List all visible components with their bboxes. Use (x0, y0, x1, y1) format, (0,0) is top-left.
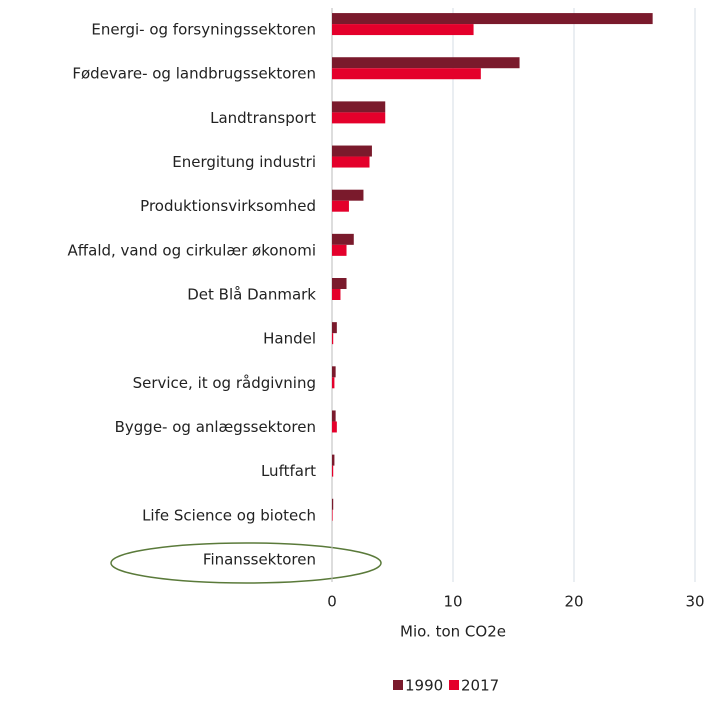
y-tick-label: Energitung industri (172, 153, 316, 171)
bar (332, 465, 334, 477)
x-tick-label: 20 (564, 593, 583, 611)
bar (332, 233, 354, 245)
x-tick-label: 0 (327, 593, 337, 611)
bar (332, 289, 341, 300)
highlight-ellipse (110, 542, 382, 584)
bar (332, 101, 386, 113)
legend-label: 2017 (461, 677, 499, 695)
x-tick-label: 10 (443, 593, 462, 611)
bar (332, 278, 347, 289)
bar (332, 509, 333, 521)
bar (332, 200, 349, 212)
legend-label: 1990 (405, 677, 443, 695)
bar (332, 421, 337, 433)
y-tick-label: Produktionsvirksomhed (140, 197, 316, 215)
bar (332, 112, 386, 124)
bar (332, 24, 474, 36)
legend-swatch (393, 680, 403, 690)
bar (332, 244, 347, 256)
legend-swatch (449, 680, 459, 690)
y-tick-label: Life Science og biotech (142, 506, 316, 524)
y-tick-label: Service, it og rådgivning (133, 374, 316, 392)
y-tick-label: Luftfart (261, 462, 316, 480)
bar (332, 13, 653, 25)
bar (332, 377, 335, 389)
y-tick-label: Det Blå Danmark (187, 286, 316, 304)
bar (332, 410, 336, 422)
bar (332, 189, 364, 201)
bar (332, 145, 372, 157)
bar (332, 156, 370, 168)
bar (332, 68, 481, 80)
y-tick-label: Energi- og forsyningssektoren (91, 21, 316, 39)
bar (332, 322, 337, 334)
x-axis-label: Mio. ton CO2e (400, 623, 506, 641)
bar (332, 57, 520, 69)
y-tick-label: Bygge- og anlægssektoren (115, 418, 316, 436)
x-tick-label: 30 (685, 593, 704, 611)
y-tick-label: Affald, vand og cirkulær økonomi (68, 241, 316, 259)
y-tick-label: Handel (263, 330, 316, 348)
y-tick-label: Fødevare- og landbrugssektoren (72, 65, 316, 83)
bar (332, 498, 334, 510)
y-tick-label: Finanssektoren (203, 550, 316, 568)
bar (332, 333, 334, 345)
y-tick-label: Landtransport (210, 109, 316, 127)
bar (332, 366, 336, 378)
bar (332, 454, 335, 466)
